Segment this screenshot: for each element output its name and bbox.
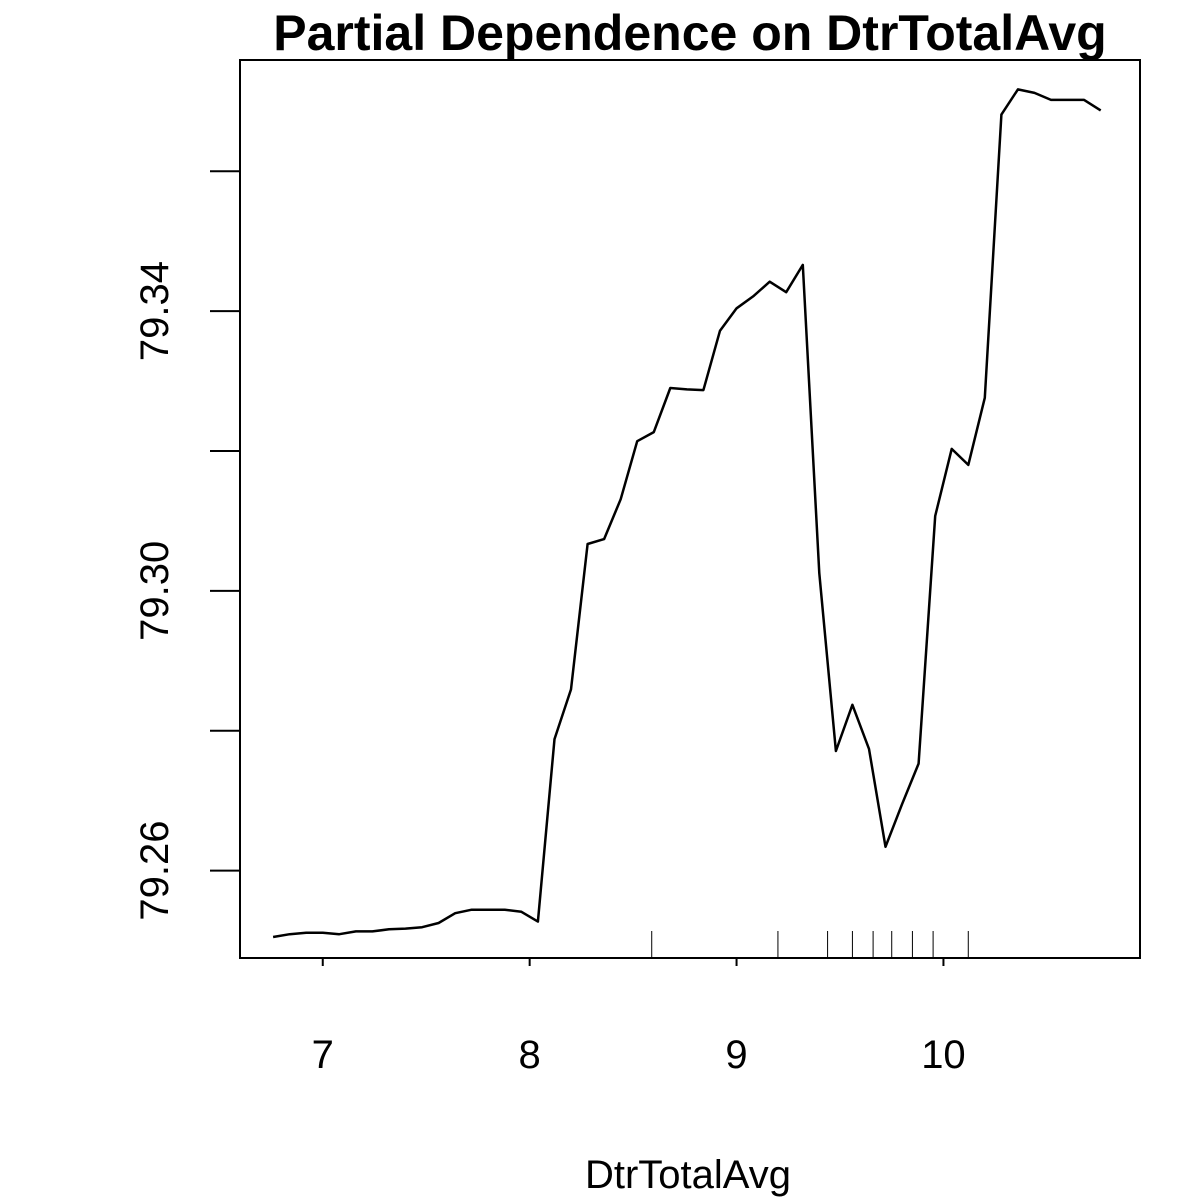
y-tick-label: 79.30 [133,541,177,641]
x-axis: 7 8 9 10 [312,958,966,1077]
x-tick-label: 10 [921,1033,966,1077]
y-axis: 79.26 79.30 79.34 [133,170,240,921]
y-tick-label: 79.26 [133,821,177,921]
rug-marks [651,931,969,958]
x-tick-label: 8 [519,1033,541,1077]
x-tick-label: 7 [312,1033,334,1077]
chart-title: Partial Dependence on DtrTotalAvg [273,5,1106,61]
x-tick-label: 9 [725,1033,747,1077]
plot-frame [239,59,1141,959]
x-axis-label: DtrTotalAvg [585,1153,791,1197]
y-tick-label: 79.34 [133,261,177,361]
series-line [272,88,1102,939]
series-lines [272,88,1102,939]
